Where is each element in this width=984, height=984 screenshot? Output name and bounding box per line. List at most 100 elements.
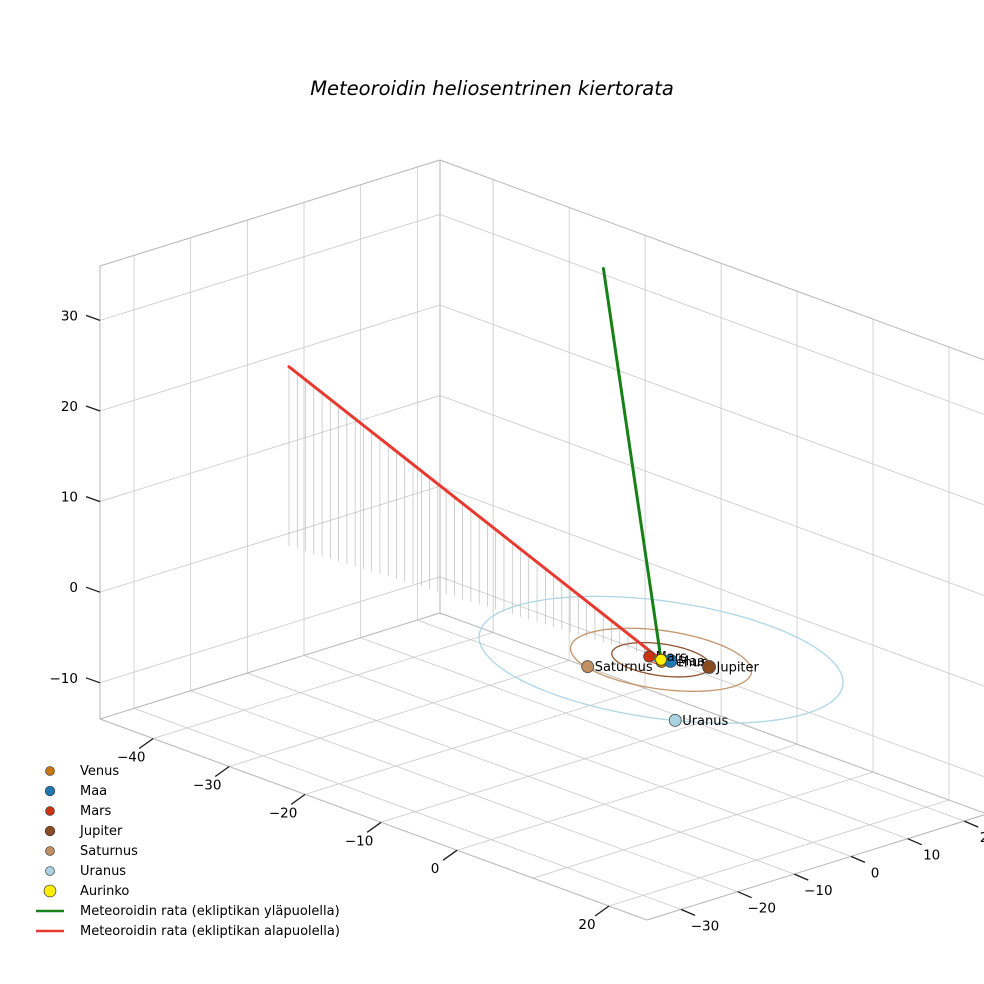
tick-mark-z [85,586,101,593]
tick-mark-z [85,495,101,503]
tick-label-x: −10 [345,833,374,849]
grid-floor-x [608,799,950,907]
grid-back-z [439,213,984,415]
legend-marker-uranus[interactable] [45,866,55,876]
tick-label-z: 10 [61,490,78,506]
axis-edge [99,159,441,267]
grid-floor-x [532,771,874,879]
legend-marker-mars[interactable] [45,806,55,816]
planet-label-saturnus: Saturnus [595,660,653,675]
grid-floor-x [456,743,798,851]
grid-floor-x [153,632,494,739]
axis-edge [99,718,648,921]
tick-mark-x [366,821,382,833]
trajectory-above [601,267,663,662]
legend-label[interactable]: Saturnus [80,844,138,859]
legend-label[interactable]: Maa [80,784,107,799]
grid-left-z [99,485,441,593]
page-title: Meteoroidin heliosentrinen kiertorata [310,77,674,100]
planet-label-jupiter: Jupiter [716,661,760,676]
tick-mark-y [964,820,979,828]
tick-mark-x [138,737,154,750]
sun-marker [655,653,667,666]
legend-marker-aurinko[interactable] [43,884,57,898]
grid-floor-y [417,619,965,822]
tick-label-y: 10 [923,848,940,864]
grid-back-z [439,304,984,506]
trajectory-stems [288,366,654,658]
tick-label-z: 20 [61,399,78,415]
tick-mark-y [794,873,809,881]
planet-label-uranus: Uranus [682,714,728,729]
grid-floor-x [380,715,722,823]
grid-left-z [99,304,441,412]
tick-label-y: −30 [691,918,720,934]
axis-edge [439,159,984,361]
planet-marker-uranus [668,714,682,727]
grid-floor-y [190,690,738,893]
legend-label[interactable]: Jupiter [79,824,123,839]
tick-mark-x [214,765,230,778]
tick-label-y: −10 [804,883,833,899]
grid-floor-y [133,708,682,910]
tick-mark-z [85,405,101,412]
pane-back-wall [440,160,984,813]
tick-mark-x [290,793,306,805]
legend-label[interactable]: Meteoroidin rata (ekliptikan yläpuolella… [80,904,340,919]
tick-mark-x [594,905,610,917]
axis-edge [439,612,984,814]
legend-label[interactable]: Mars [80,804,112,819]
axis-ticks: −40 −30 −20 −10 0 20 −30 −20 −10 0 10 20 −10 0 10 20 30 [50,308,984,934]
legend-label[interactable]: Uranus [80,864,126,879]
grid-left-z [99,576,441,684]
orbit-path-saturnus [569,627,753,692]
legend-marker-maa[interactable] [44,785,56,797]
tick-label-y: 20 [980,830,984,846]
tick-mark-y [680,908,696,916]
tick-label-y: 0 [871,865,880,881]
grid-back-z [439,395,984,596]
legend-label[interactable]: Meteoroidin rata (ekliptikan alapuolella… [80,924,340,939]
tick-mark-y [850,855,866,863]
pane-left-wall [100,160,440,719]
legend-marker-saturnus[interactable] [45,846,55,856]
tick-label-y: −20 [747,901,776,917]
legend: Venus Maa Mars Jupiter Saturnus Uranus Aurinko… [36,764,340,939]
planet-label-venus: Venus [668,655,707,670]
legend-marker-venus[interactable] [45,766,55,776]
grid-floor-x [229,660,570,767]
tick-label-z: 30 [61,308,78,324]
planet-label-maa: Maa [678,654,705,669]
planet-marker-mars [643,650,655,663]
grid-left-z [99,213,441,321]
axis-gridlines [99,159,984,921]
orbit-path-uranus [478,595,844,724]
tick-mark-x [442,849,458,861]
tick-label-x: −20 [269,805,298,821]
trajectory-below [287,365,663,662]
grid-back-z [439,485,984,687]
tick-label-x: −40 [117,750,146,766]
pane-floor [100,613,984,920]
grid-floor-x [305,687,646,795]
orbit-path-jupiter [611,641,712,678]
grid-back-z [439,576,984,778]
grid-floor-y [247,672,795,875]
tick-mark-z [85,314,101,322]
meteoroid-trajectory [287,267,663,662]
legend-label[interactable]: Venus [80,764,119,779]
tick-label-z: 0 [69,580,78,596]
tick-label-x: 20 [578,917,595,933]
grid-floor-y [303,655,852,857]
grid-left-z [99,395,441,502]
legend-marker-jupiter[interactable] [44,825,56,837]
axis-panes [100,160,984,920]
tick-mark-y [737,891,752,899]
legend-label[interactable]: Aurinko [80,884,129,899]
tick-label-z: −10 [50,671,79,687]
planet-marker-saturnus [581,660,595,674]
tick-mark-z [85,677,101,684]
